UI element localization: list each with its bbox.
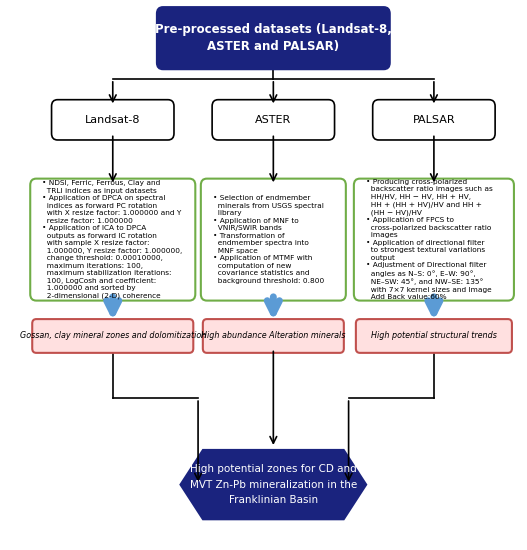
Text: ASTER: ASTER: [255, 115, 291, 125]
FancyBboxPatch shape: [356, 319, 512, 353]
FancyBboxPatch shape: [373, 100, 495, 140]
Text: Landsat-8: Landsat-8: [85, 115, 141, 125]
FancyBboxPatch shape: [32, 319, 193, 353]
Text: • NDSI, Ferric, Ferrous, Clay and
  TRLI indices as input datasets
• Application: • NDSI, Ferric, Ferrous, Clay and TRLI i…: [42, 180, 182, 299]
FancyBboxPatch shape: [157, 7, 390, 69]
Text: • Producing cross-polarized
  backscatter ratio images such as
  HH/HV, HH − HV,: • Producing cross-polarized backscatter …: [366, 179, 493, 300]
FancyBboxPatch shape: [30, 179, 196, 301]
FancyBboxPatch shape: [203, 319, 344, 353]
FancyBboxPatch shape: [212, 100, 335, 140]
Text: PALSAR: PALSAR: [413, 115, 455, 125]
Text: High potential zones for CD and
MVT Zn-Pb mineralization in the
Franklinian Basi: High potential zones for CD and MVT Zn-P…: [190, 464, 357, 505]
Text: Gossan, clay mineral zones and dolomitization: Gossan, clay mineral zones and dolomitiz…: [19, 332, 206, 340]
Text: High abundance Alteration minerals: High abundance Alteration minerals: [201, 332, 346, 340]
FancyBboxPatch shape: [354, 179, 514, 301]
Text: • Selection of endmember
  minerals from USGS spectral
  library
• Application o: • Selection of endmember minerals from U…: [213, 195, 324, 284]
Text: Pre-processed datasets (Landsat-8,
ASTER and PALSAR): Pre-processed datasets (Landsat-8, ASTER…: [155, 24, 392, 53]
Polygon shape: [178, 448, 369, 521]
FancyBboxPatch shape: [52, 100, 174, 140]
Text: High potential structural trends: High potential structural trends: [371, 332, 497, 340]
FancyBboxPatch shape: [201, 179, 346, 301]
